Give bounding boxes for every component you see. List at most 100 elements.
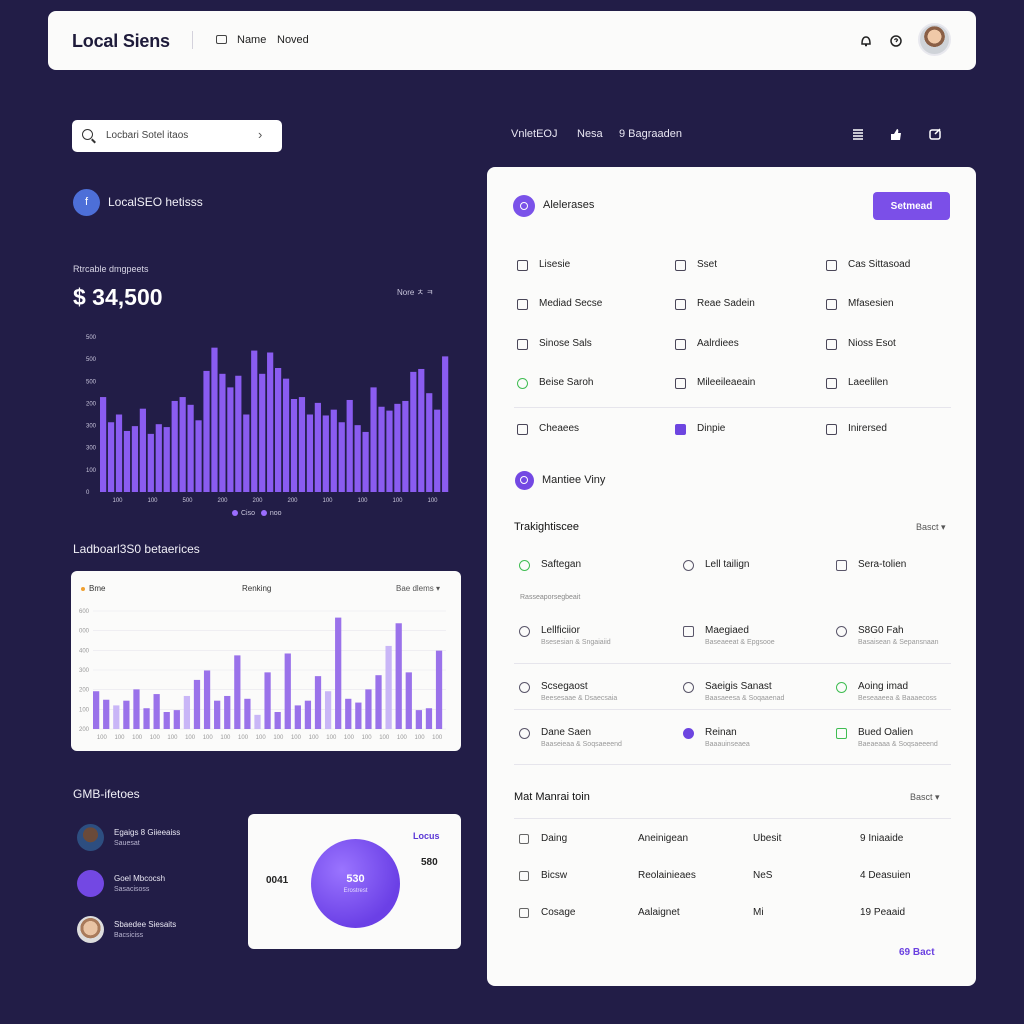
grid-item[interactable]: Reae Sadein xyxy=(675,298,835,316)
ranking-card-title: Renking xyxy=(242,584,272,593)
nav-item-name[interactable]: Name xyxy=(237,34,267,46)
gmb-title: GMB-ifetoes xyxy=(73,787,140,801)
table-cell: 9 Iniaaide xyxy=(860,833,904,844)
list-icon xyxy=(517,299,528,310)
tracking-filter[interactable]: Basct ▾ xyxy=(916,522,946,532)
grid-item-label: Mileeileaeain xyxy=(697,377,756,388)
row-checkbox[interactable] xyxy=(519,871,529,881)
bar xyxy=(235,375,242,492)
grid-item[interactable]: Dinpie xyxy=(675,423,835,441)
grid-item[interactable]: Mfasesien xyxy=(826,298,986,316)
tracking-option[interactable]: Lell tailign xyxy=(683,559,833,589)
bar xyxy=(346,399,353,492)
divider xyxy=(514,663,951,664)
image-icon xyxy=(826,339,837,350)
tracking-item-label: S8G0 Fah xyxy=(858,625,904,636)
grid-item[interactable]: Mediad Secse xyxy=(517,298,677,316)
grid-item[interactable]: Beise Saroh xyxy=(517,377,677,395)
right-header-item[interactable]: VnletEOJ xyxy=(511,128,558,140)
nav-item-noved[interactable]: Noved xyxy=(277,34,309,46)
tracking-item-label: Lellficiior xyxy=(541,625,580,636)
brand-title: Local Siens xyxy=(72,31,170,51)
y-tick-label: 200 xyxy=(79,688,90,694)
row-checkbox[interactable] xyxy=(519,908,529,918)
bar xyxy=(324,691,332,729)
bar xyxy=(259,373,266,492)
overview-legend: Nore ㅊ ㅋ xyxy=(397,288,434,297)
gmb-item[interactable]: Sbaedee Siesaits Bacsiciss xyxy=(77,916,237,946)
panel-title: Alelerases xyxy=(543,199,595,211)
row-checkbox[interactable] xyxy=(519,834,529,844)
table-row[interactable]: Cosage Aalaignet Mi 19 Peaaid xyxy=(517,907,957,923)
right-header-item[interactable]: Nesa xyxy=(577,128,603,140)
tracking-item[interactable]: S8G0 Fah Basaisean & Sepansnaan xyxy=(836,625,986,655)
gmb-item-name: Sbaedee Siesaits xyxy=(114,920,177,929)
grid-item[interactable]: Nioss Esot xyxy=(826,338,986,356)
tracking-item[interactable]: Reinan Baaauinseaea xyxy=(683,727,833,757)
bar xyxy=(171,400,178,492)
ranking-card-filter[interactable]: Bae dlems ▾ xyxy=(396,584,441,593)
tracking-item-sub: Baasaeesa & Soqaaenad xyxy=(705,695,785,702)
globe-icon xyxy=(519,626,530,637)
tracking-item[interactable]: Dane Saen Baaseieaa & Soqsaeeend xyxy=(519,727,669,757)
user-avatar[interactable] xyxy=(918,23,951,56)
nav-home-icon[interactable] xyxy=(216,35,227,44)
overview-label: Rtrcable dmgpeets xyxy=(73,264,149,274)
bar xyxy=(203,670,211,729)
user-icon xyxy=(683,728,694,739)
legend-item: Ciso xyxy=(241,510,256,517)
bar xyxy=(375,675,382,729)
search-box[interactable]: Locbari Sotel itaos › xyxy=(72,120,282,152)
tracking-item[interactable]: Saeigis Sanast Baasaeesa & Soqaaenad xyxy=(683,681,833,711)
gmb-item[interactable]: Goel Mbcocsh Sasacisoss xyxy=(77,870,237,900)
tracking-item[interactable]: Scsegaost Beesesaae & Dsaecsaia xyxy=(519,681,669,711)
tracking-item-label: Aoing imad xyxy=(858,681,909,692)
bar xyxy=(298,397,306,492)
bar xyxy=(219,373,226,492)
box-icon xyxy=(675,424,686,435)
share-icon[interactable] xyxy=(928,127,942,141)
grid-item[interactable]: Sinose Sals xyxy=(517,338,677,356)
tracking-item-sub: Beseaaeea & Baaaecoss xyxy=(858,695,937,702)
grid-item-label: Nioss Esot xyxy=(848,338,896,349)
bell-icon[interactable] xyxy=(859,34,873,48)
grid-item[interactable]: Inirersed xyxy=(826,423,986,441)
y-tick-label: 600 xyxy=(79,609,90,615)
table-cell: Bicsw xyxy=(541,870,568,881)
doc-icon xyxy=(826,378,837,389)
y-tick-label: 300 xyxy=(86,446,97,452)
bar xyxy=(282,378,290,492)
x-tick-label: 100 xyxy=(326,735,337,741)
grid-item[interactable]: Aalrdiees xyxy=(675,338,835,356)
grid-item[interactable]: Laeelilen xyxy=(826,377,986,395)
panel-action-button[interactable]: Setmead xyxy=(873,192,950,220)
bar xyxy=(133,689,140,729)
table-row[interactable]: Daing Aneinigean Ubesit 9 Iniaaide xyxy=(517,833,957,849)
panel-footer-link[interactable]: 69 Bact xyxy=(899,947,935,958)
help-icon[interactable] xyxy=(889,34,903,48)
tracking-item[interactable]: Maegiaed Baseaeeat & Epgsooe xyxy=(683,625,833,655)
tracking-option[interactable]: Saftegan xyxy=(519,559,669,589)
bar xyxy=(294,705,301,729)
main-panel: Alelerases Setmead Mantiee Viny Trakight… xyxy=(487,167,976,986)
grid-item[interactable]: Sset xyxy=(675,259,835,277)
table-row[interactable]: Bicsw Reolainieaes NeS 4 Deasuien xyxy=(517,870,957,886)
bar xyxy=(362,431,369,492)
x-tick-label: 100 xyxy=(358,498,369,504)
tracking-item[interactable]: Lellficiior Bsesesian & Sngaiaiid xyxy=(519,625,669,655)
menu-icon[interactable] xyxy=(851,127,865,141)
grid-item[interactable]: Mileeileaeain xyxy=(675,377,835,395)
grid-item[interactable]: Lisesie xyxy=(517,259,677,277)
tracking-item[interactable]: Bued Oalien Baeaeaaa & Soqsaeeend xyxy=(836,727,986,757)
right-header-item[interactable]: 9 Bagraaden xyxy=(619,128,682,140)
table-filter[interactable]: Basct ▾ xyxy=(910,792,940,802)
tracking-item[interactable]: Aoing imad Beseaaeea & Baaaecoss xyxy=(836,681,986,711)
chevron-right-icon[interactable]: › xyxy=(258,127,263,142)
grid-item[interactable]: Cheaees xyxy=(517,423,677,441)
gmb-item[interactable]: Egaigs 8 Giieeaiss Sauesat xyxy=(77,824,237,854)
grid-item[interactable]: Cas Sittasoad xyxy=(826,259,986,277)
table-cell: Reolainieaes xyxy=(638,870,696,881)
tracking-option[interactable]: Sera-tolien xyxy=(836,559,986,589)
thumbs-up-icon[interactable] xyxy=(889,127,903,141)
tracking-item-label: Bued Oalien xyxy=(858,727,914,738)
